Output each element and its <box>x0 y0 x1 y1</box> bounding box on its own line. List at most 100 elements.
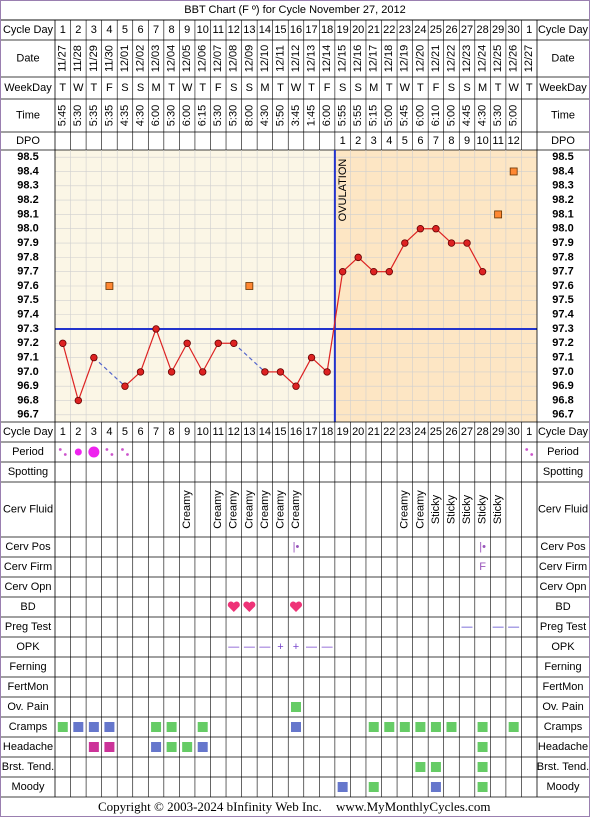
dpo-cell: 2 <box>355 135 361 147</box>
cycle-day-cell: 10 <box>197 24 209 36</box>
weekday-cell: T <box>495 82 502 94</box>
date-cell: 12/25 <box>492 45 504 73</box>
y-tick-label: 97.7 <box>552 266 573 278</box>
temp-point <box>292 382 300 390</box>
weekday-cell: S <box>246 82 253 94</box>
cycle-day-cell: 17 <box>305 426 317 438</box>
cycle-day-cell: 4 <box>106 24 112 36</box>
y-tick-label: 98.0 <box>17 223 38 235</box>
symptom-square <box>477 762 488 772</box>
weekday-cell: T <box>168 82 175 94</box>
row-label: WeekDay <box>4 82 52 94</box>
symptom-square <box>508 722 519 732</box>
symptom-square <box>197 722 208 732</box>
dpo-cell: 8 <box>448 135 454 147</box>
weekday-cell: M <box>369 82 378 94</box>
y-tick-label: 97.2 <box>552 337 573 349</box>
row-label: Cerv Pos <box>540 541 586 553</box>
cycle-day-cell: 18 <box>321 24 333 36</box>
time-cell: 5:30 <box>228 105 240 126</box>
period-dot <box>110 453 114 456</box>
observation-text: — <box>259 641 270 653</box>
date-cell: 12/08 <box>228 45 240 73</box>
observation-text: + <box>293 641 299 653</box>
symptom-square <box>430 782 441 792</box>
y-tick-label: 97.9 <box>17 237 38 249</box>
cycle-day-cell: 24 <box>414 426 426 438</box>
date-cell: 12/16 <box>352 45 364 73</box>
temp-point <box>167 368 176 376</box>
dpo-cell: 12 <box>508 135 520 147</box>
cycle-day-cell: 2 <box>75 426 81 438</box>
temp-point <box>323 368 331 376</box>
time-cell: 5:55 <box>352 105 364 126</box>
bd-heart <box>289 601 303 612</box>
observation-text: |• <box>479 541 486 553</box>
row-label: Ferning <box>544 661 581 673</box>
cycle-day-cell: 21 <box>368 426 380 438</box>
symptom-square <box>368 782 379 792</box>
row-label: Cramps <box>544 721 583 733</box>
temp-point <box>447 239 456 247</box>
time-cell: 5:30 <box>212 105 224 126</box>
time-cell: 8:00 <box>243 105 255 126</box>
time-cell: 5:30 <box>166 105 178 126</box>
observation-text: — <box>306 641 317 653</box>
cycle-day-cell: 27 <box>461 426 473 438</box>
cycle-day-cell: 23 <box>399 426 411 438</box>
weekday-cell: S <box>463 82 470 94</box>
cycle-day-cell: 30 <box>508 426 520 438</box>
time-cell: 4:30 <box>476 105 488 126</box>
symptom-square <box>477 782 488 792</box>
temp-point <box>230 339 238 347</box>
weekday-cell: T <box>526 82 533 94</box>
row-label: OPK <box>16 641 40 653</box>
cycle-day-cell: 10 <box>197 426 209 438</box>
symptom-square <box>57 722 68 732</box>
site-link[interactable]: www.MyMonthlyCycles.com <box>336 799 490 814</box>
row-label: Brst. Tend. <box>2 761 54 773</box>
observation-text: — <box>228 641 239 653</box>
y-tick-label: 97.0 <box>17 366 38 378</box>
temp-point <box>183 339 191 347</box>
cerv-fluid-text: Creamy <box>181 490 193 529</box>
date-cell: 12/11 <box>274 45 286 72</box>
y-tick-label: 97.1 <box>552 351 573 363</box>
weekday-cell: M <box>478 82 487 94</box>
weekday-cell: W <box>73 82 84 94</box>
date-cell: 12/13 <box>305 45 317 73</box>
weekday-cell: S <box>121 82 128 94</box>
row-label: Headache <box>3 741 53 753</box>
observation-text: |• <box>293 541 300 553</box>
symptom-square <box>166 742 177 752</box>
row-label: Cerv Fluid <box>3 503 53 515</box>
period-dot <box>525 448 529 451</box>
symptom-square <box>151 722 162 732</box>
dpo-cell: 11 <box>492 135 503 147</box>
dpo-cell: 10 <box>476 135 488 147</box>
row-label: Cerv Firm <box>539 561 587 573</box>
cycle-day-cell: 3 <box>91 24 97 36</box>
weekday-cell: M <box>151 82 160 94</box>
temp-point <box>401 239 409 247</box>
observation-text: — <box>462 621 473 633</box>
cycle-day-cell: 16 <box>290 426 302 438</box>
row-label: Cerv Opn <box>4 581 51 593</box>
y-tick-label: 97.8 <box>552 251 573 263</box>
temp-point <box>416 225 425 233</box>
cycle-day-cell: 27 <box>461 24 473 36</box>
cycle-day-cell: 1 <box>526 24 532 36</box>
y-tick-label: 97.4 <box>17 309 39 321</box>
cerv-fluid-text: Creamy <box>274 490 286 529</box>
time-cell: 4:30 <box>259 105 271 126</box>
temp-line <box>388 242 406 272</box>
cycle-day-cell: 15 <box>274 426 286 438</box>
temp-point <box>59 339 67 347</box>
weekday-cell: S <box>355 82 362 94</box>
row-label: Cycle Day <box>538 24 589 36</box>
temp-point <box>370 267 378 276</box>
y-tick-label: 97.3 <box>17 323 38 335</box>
cerv-fluid-text: Sticky <box>445 494 457 524</box>
cycle-day-cell: 22 <box>383 24 395 36</box>
symptom-square <box>151 742 162 752</box>
